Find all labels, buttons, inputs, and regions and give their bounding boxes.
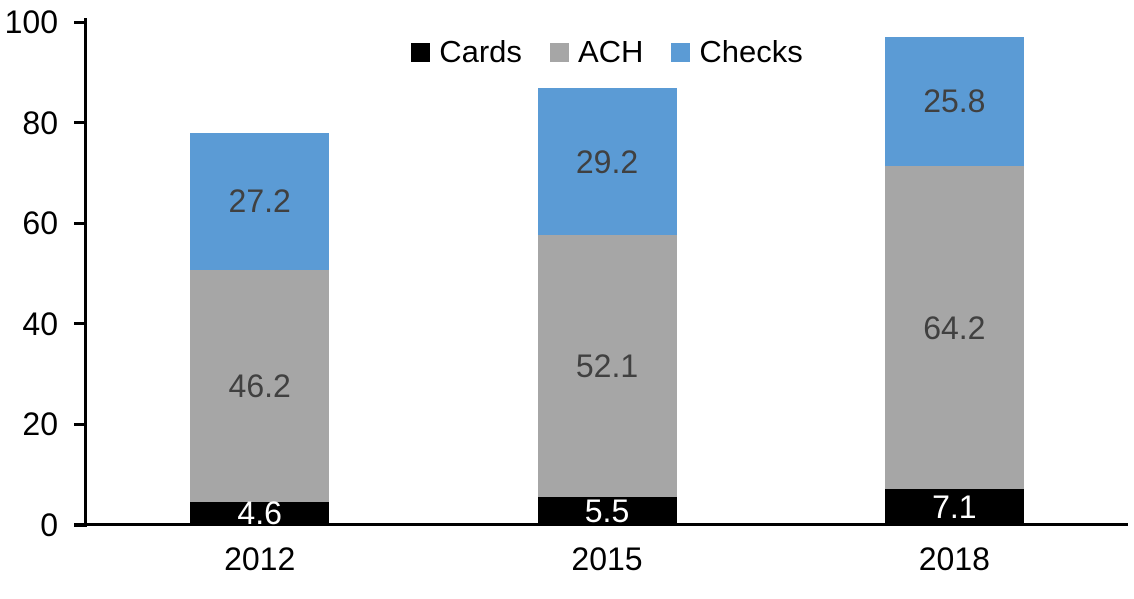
data-label: 7.1 xyxy=(932,489,977,526)
y-tick-mark xyxy=(74,422,87,426)
data-label: 64.2 xyxy=(923,309,986,346)
y-tick-label: 100 xyxy=(4,4,58,40)
legend-label-ach: ACH xyxy=(577,34,644,69)
ach-swatch-icon xyxy=(549,42,569,62)
legend-label-cards: Cards xyxy=(439,34,522,69)
legend-item-cards: Cards xyxy=(411,34,522,69)
bar-segment-cards-2015: 5.5 xyxy=(537,493,677,530)
bar-2012: 27.2 46.2 4.6 xyxy=(190,22,330,529)
bar-segment-checks-2018: 25.8 xyxy=(884,36,1024,167)
y-tick-label: 0 xyxy=(40,507,58,543)
data-label: 29.2 xyxy=(575,143,639,180)
legend-label-checks: Checks xyxy=(699,34,803,69)
y-tick-label: 20 xyxy=(22,406,58,443)
y-tick-mark xyxy=(74,322,87,326)
bar-segment-checks-2012: 27.2 xyxy=(190,132,330,270)
legend: Cards ACH Checks xyxy=(86,34,1128,69)
x-category-label: 2012 xyxy=(224,541,296,577)
data-label: 25.8 xyxy=(923,83,986,120)
bar-segment-cards-2012: 4.6 xyxy=(190,497,330,529)
x-category-label: 2015 xyxy=(571,541,643,577)
bar-segment-checks-2015: 29.2 xyxy=(537,88,677,236)
legend-item-ach: ACH xyxy=(549,34,644,69)
bar-2015: 29.2 52.1 5.5 xyxy=(537,22,677,530)
data-label: 46.2 xyxy=(228,367,291,404)
bar-segment-ach-2012: 46.2 xyxy=(190,269,330,502)
data-label: 4.6 xyxy=(237,495,282,532)
y-tick-label: 40 xyxy=(22,305,58,342)
x-category-label: 2018 xyxy=(918,541,990,577)
legend-item-checks: Checks xyxy=(671,34,803,69)
bar-2018: 25.8 64.2 7.1 xyxy=(884,22,1024,526)
plot-area: 27.2 46.2 4.6 29.2 52.1 5.5 25.8 64.2 7.1 xyxy=(86,22,1128,530)
y-tick-mark xyxy=(74,20,87,24)
y-tick-mark xyxy=(74,221,87,225)
y-tick-mark xyxy=(74,523,87,527)
checks-swatch-icon xyxy=(671,42,691,62)
cards-swatch-icon xyxy=(411,42,431,62)
data-label: 52.1 xyxy=(575,348,639,385)
data-label: 5.5 xyxy=(584,493,630,530)
y-axis-line xyxy=(84,18,87,526)
y-tick-label: 60 xyxy=(22,205,58,242)
bar-segment-ach-2018: 64.2 xyxy=(884,166,1024,490)
bar-segment-ach-2015: 52.1 xyxy=(537,235,677,498)
data-label: 27.2 xyxy=(228,183,291,220)
bar-segment-cards-2018: 7.1 xyxy=(884,489,1024,526)
y-tick-mark xyxy=(74,121,87,125)
y-tick-label: 80 xyxy=(22,104,58,141)
